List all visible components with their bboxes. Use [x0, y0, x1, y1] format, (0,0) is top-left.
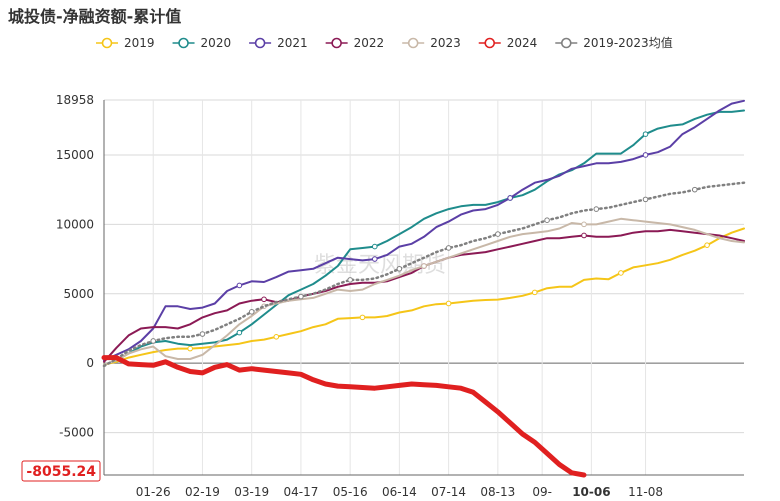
x-tick-label: 11-08	[628, 485, 663, 499]
data-point	[371, 243, 378, 250]
data-point	[199, 331, 206, 337]
data-point	[507, 195, 513, 201]
legend-label: 2020	[201, 36, 232, 50]
legend-marker	[254, 37, 266, 49]
data-point	[581, 221, 587, 228]
series-2024-line	[101, 355, 587, 478]
data-point	[347, 277, 353, 283]
series-2021-line	[103, 99, 745, 362]
x-tick-label: 01-26	[136, 485, 171, 499]
data-point	[618, 270, 624, 276]
legend-marker	[560, 37, 572, 49]
series-2019-line	[103, 227, 745, 366]
y-tick-label: 10000	[56, 217, 94, 231]
data-point	[531, 289, 538, 296]
legend-item-2019[interactable]: 2019	[96, 36, 155, 50]
data-point	[445, 300, 452, 307]
y-tick-label: -5000	[59, 426, 94, 440]
x-tick-label: 05-16	[333, 485, 368, 499]
data-point	[593, 206, 600, 212]
legend-label: 2021	[277, 36, 308, 50]
data-point	[298, 293, 304, 300]
legend-label: 2022	[354, 36, 385, 50]
data-point	[642, 196, 649, 203]
legend-label: 2019	[124, 36, 155, 50]
y-tick-label: 18958	[56, 93, 94, 107]
series-2023	[103, 217, 745, 366]
x-tick-label: 07-14	[431, 485, 466, 499]
x-tick-label: 06-14	[382, 485, 417, 499]
data-point	[691, 186, 698, 193]
x-tick-label: 02-19	[185, 485, 220, 499]
legend-item-2023[interactable]: 2023	[402, 36, 461, 50]
data-point	[187, 345, 193, 352]
data-point	[445, 245, 452, 251]
data-point	[236, 282, 243, 289]
legend-item-2019-2023[interactable]: 2019-2023均值	[555, 35, 673, 50]
legend-marker	[484, 37, 496, 49]
legend-marker	[101, 37, 113, 49]
legend-item-2020[interactable]: 2020	[172, 36, 232, 50]
data-point	[248, 309, 255, 315]
legend-item-2022[interactable]: 2022	[325, 36, 385, 50]
data-point	[495, 231, 501, 237]
data-point	[704, 242, 710, 248]
y-min-label: -8055.24	[26, 464, 96, 480]
legend-label: 2024	[507, 36, 538, 50]
series-2022	[103, 228, 745, 363]
data-point	[581, 232, 587, 239]
x-tick-label: 08-13	[480, 485, 515, 499]
series-2024	[101, 355, 587, 478]
legend-label: 2019-2023均值	[583, 35, 672, 50]
series-2019-2023	[102, 181, 746, 368]
data-point	[150, 338, 157, 344]
series-2019	[103, 227, 745, 366]
legend-marker	[178, 37, 189, 49]
y-axis-ticks: 18958 15000 10000 5000 0 -5000	[56, 93, 94, 440]
legend-marker	[331, 37, 342, 49]
data-point	[642, 152, 649, 158]
legend-marker	[407, 37, 419, 49]
data-point	[421, 263, 427, 269]
series-2019-2023-line	[102, 181, 746, 368]
legend-item-2024[interactable]: 2024	[478, 36, 538, 50]
x-tick-label: 04-17	[283, 485, 318, 499]
x-axis-ticks: 01-26 02-19 03-19 04-17 05-16 06-14 07-14 08-13…	[136, 485, 663, 499]
data-point	[396, 265, 403, 272]
data-point	[236, 329, 243, 336]
axes: -8055.24	[21, 100, 744, 482]
series-2021	[103, 99, 745, 362]
y-tick-label: 15000	[56, 148, 94, 162]
x-tick-label-highlight: 10-06	[572, 485, 610, 499]
x-tick-label: 03-19	[234, 485, 269, 499]
data-point	[261, 296, 267, 303]
data-point	[642, 131, 649, 137]
y-tick-label: 5000	[63, 287, 94, 301]
data-point	[371, 256, 378, 262]
series-2023-line	[103, 217, 745, 366]
data-point	[273, 334, 280, 340]
legend[interactable]: 2019 2020 2021 2022 2023 2024 2019-2023均值	[96, 35, 673, 50]
y-tick-label: 0	[86, 356, 94, 370]
chart-title: 城投债-净融资额-累计值	[8, 7, 182, 26]
data-point	[544, 217, 550, 223]
legend-label: 2023	[430, 36, 461, 50]
series-lines	[101, 99, 746, 478]
y-min-badge	[21, 460, 101, 482]
legend-item-2021[interactable]: 2021	[249, 36, 308, 50]
series-2022-line	[103, 228, 745, 363]
grid-lines	[104, 99, 744, 475]
data-point	[359, 314, 366, 321]
series-2020-line	[103, 109, 745, 366]
x-tick-label: 09-	[532, 485, 552, 499]
